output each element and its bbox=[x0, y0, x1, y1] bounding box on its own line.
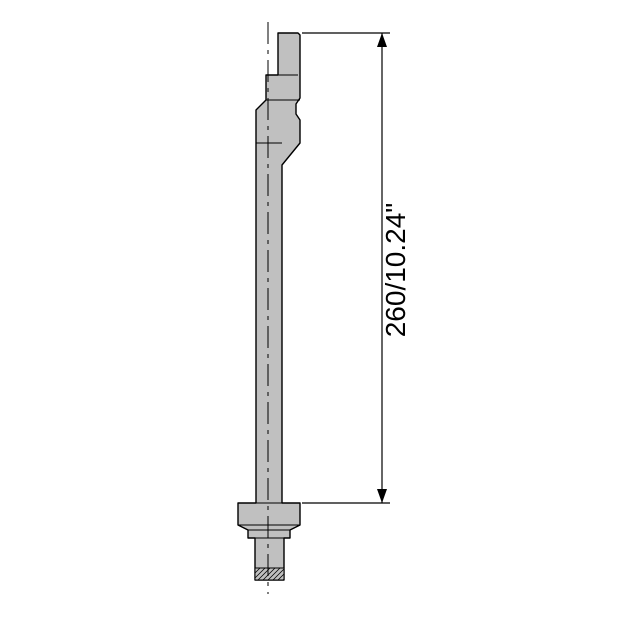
dimension-label: 260/10.24" bbox=[380, 190, 412, 350]
dimension-arrow-top bbox=[377, 33, 387, 47]
drawing-canvas: 260/10.24" bbox=[0, 0, 618, 618]
drawing-svg bbox=[0, 0, 618, 618]
dimension-arrow-bottom bbox=[377, 489, 387, 503]
hatch-block bbox=[255, 568, 284, 580]
part-silhouette bbox=[238, 33, 300, 580]
